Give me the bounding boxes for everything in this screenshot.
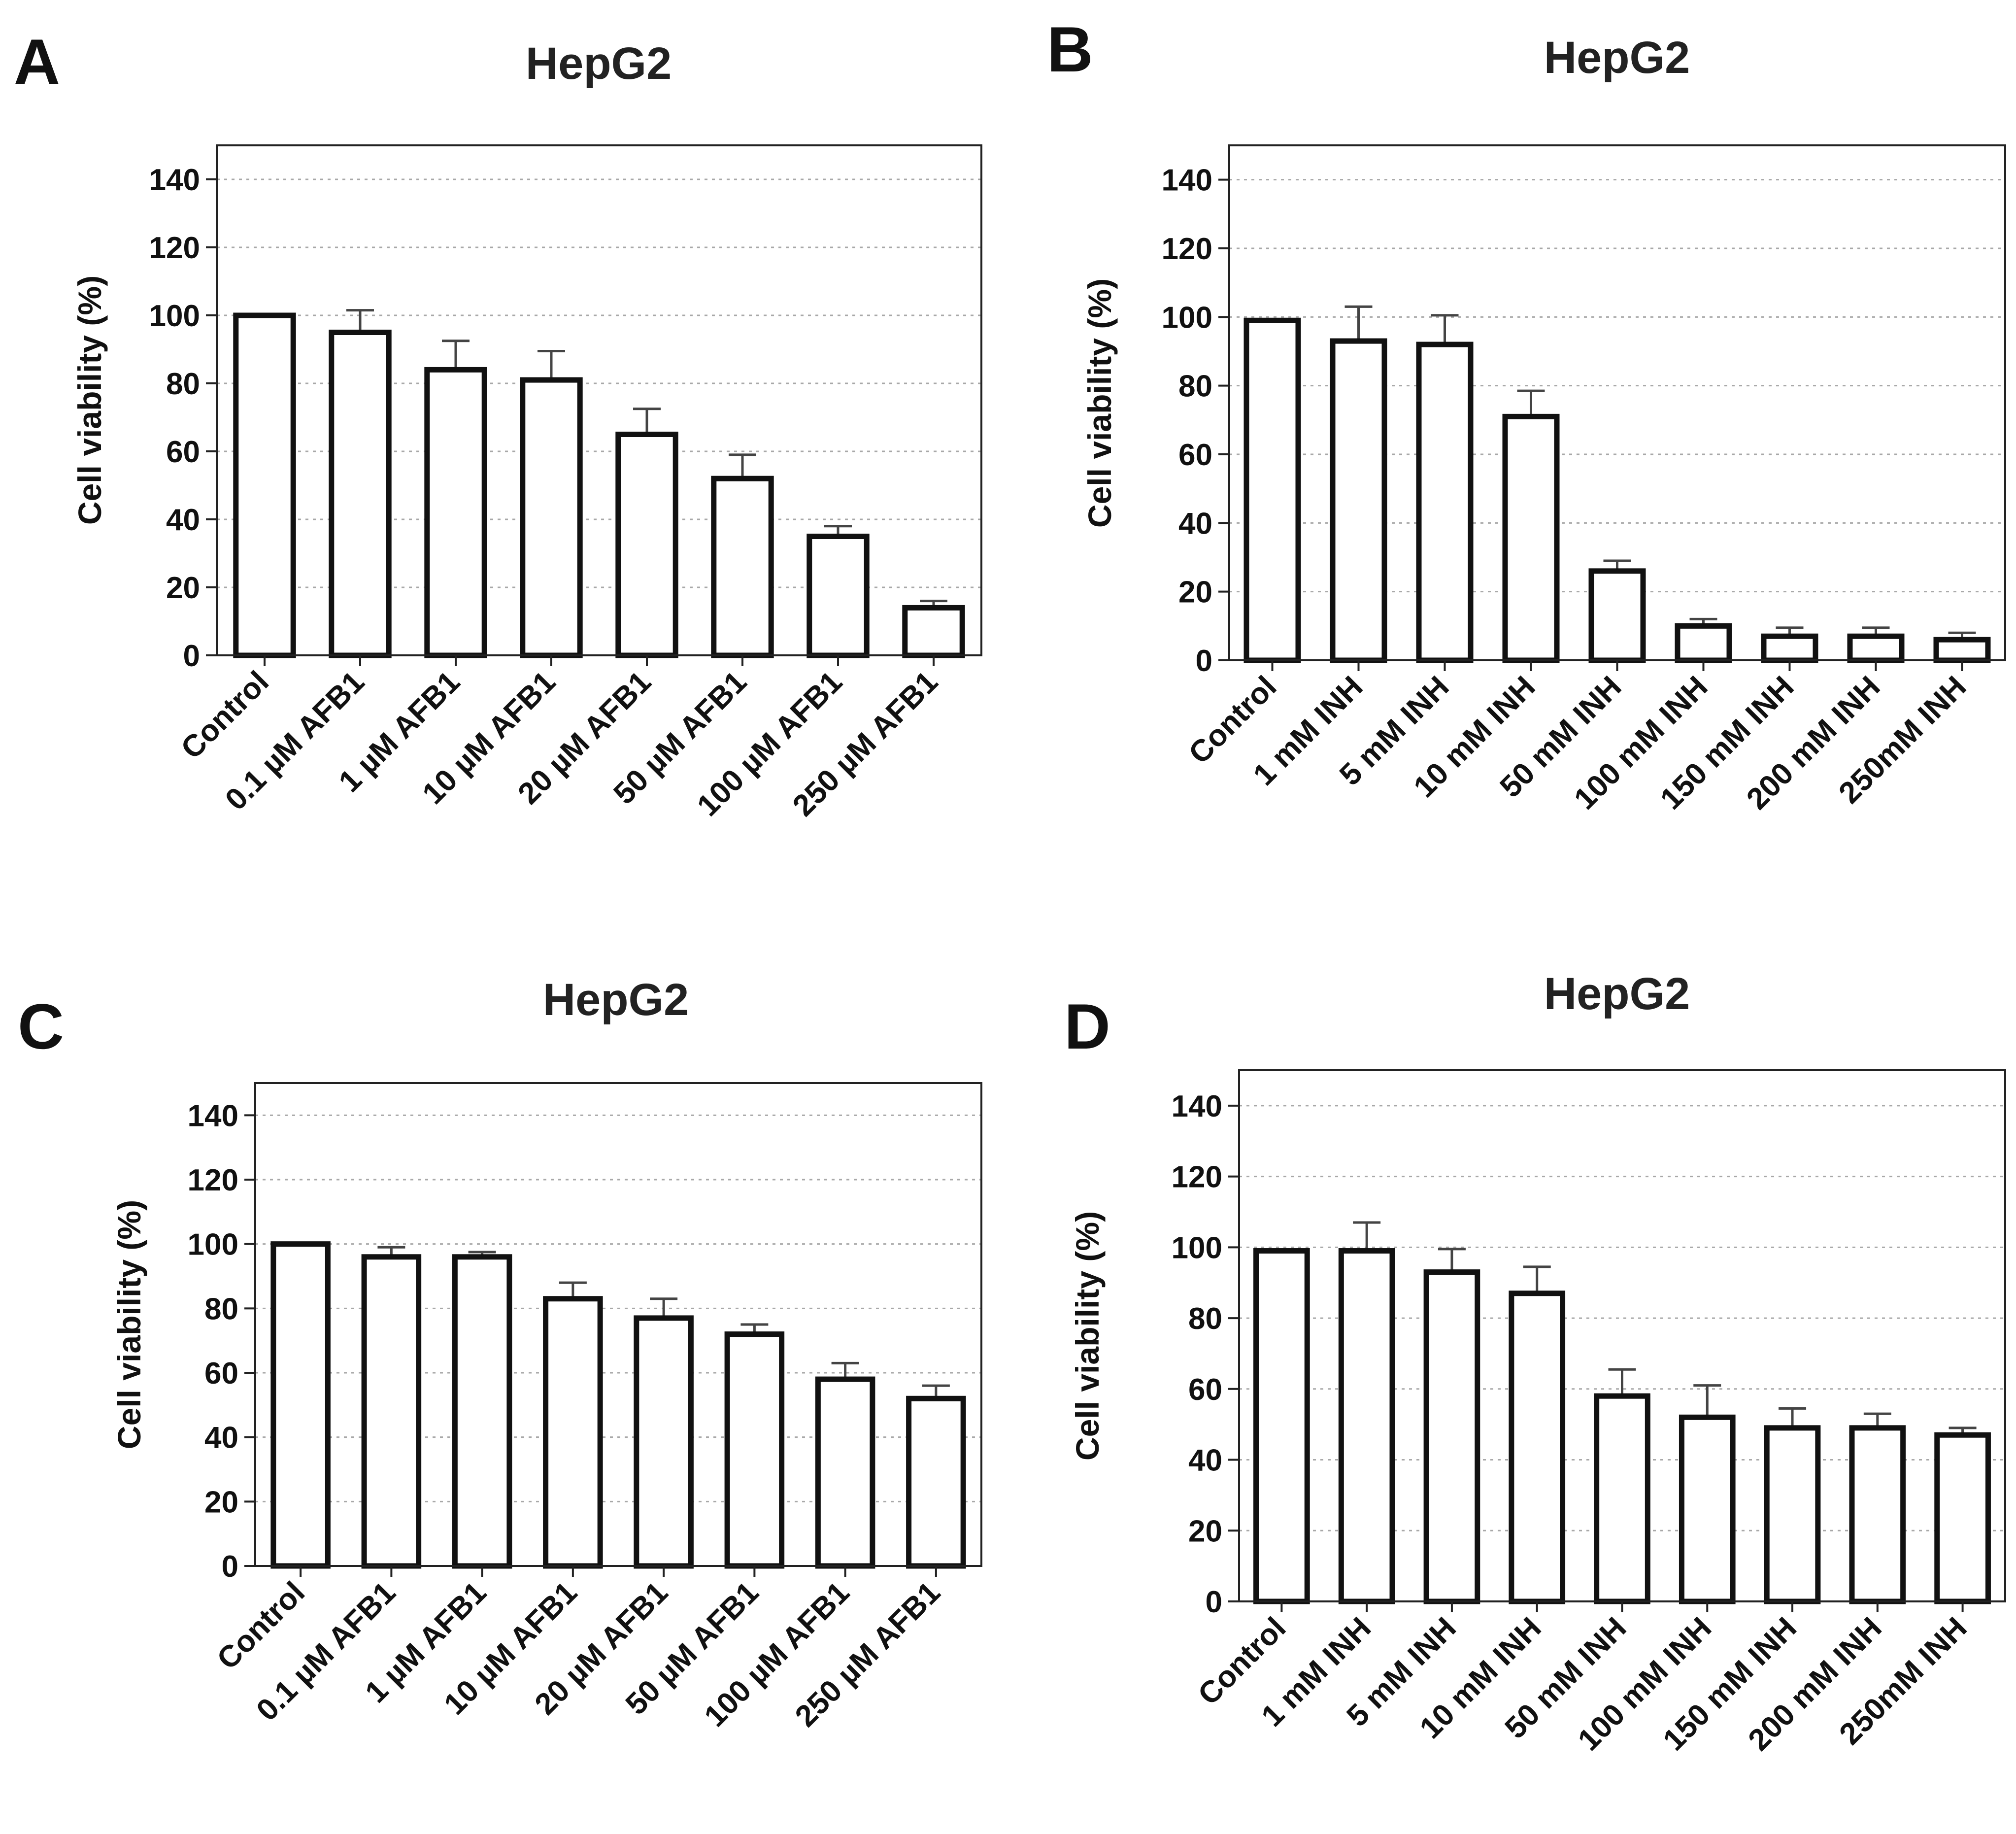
y-tick-label: 20 bbox=[166, 571, 200, 605]
bar bbox=[1423, 1269, 1480, 1604]
bar bbox=[1253, 1248, 1310, 1604]
plot-frame bbox=[216, 144, 982, 656]
y-tick-label: 120 bbox=[1162, 232, 1212, 266]
bar bbox=[1594, 1393, 1650, 1604]
chart-title: HepG2 bbox=[543, 975, 689, 1025]
bar bbox=[1338, 1248, 1395, 1604]
bar bbox=[711, 475, 774, 658]
bar bbox=[724, 1331, 785, 1569]
bar bbox=[634, 1315, 694, 1569]
y-axis-label: Cell viability (%) bbox=[71, 275, 108, 525]
bar bbox=[1330, 338, 1387, 663]
y-tick-label: 60 bbox=[166, 435, 200, 469]
panel-letter: A bbox=[14, 26, 60, 98]
bar bbox=[1934, 1432, 1991, 1604]
bar bbox=[1588, 568, 1646, 663]
bar bbox=[1675, 623, 1732, 663]
chart-title: HepG2 bbox=[526, 38, 672, 89]
y-tick-label: 100 bbox=[149, 299, 200, 333]
y-tick-label: 0 bbox=[222, 1550, 238, 1584]
y-axis-label: Cell viability (%) bbox=[1081, 278, 1118, 528]
bar bbox=[615, 432, 678, 658]
y-tick-label: 0 bbox=[183, 639, 200, 673]
bar bbox=[1243, 317, 1301, 663]
chart-title: HepG2 bbox=[1544, 33, 1690, 83]
bar bbox=[1502, 413, 1560, 663]
panel-letter: C bbox=[18, 990, 64, 1062]
bar bbox=[361, 1254, 422, 1569]
y-tick-label: 80 bbox=[1178, 370, 1212, 404]
bar bbox=[233, 312, 296, 658]
y-tick-label: 40 bbox=[1178, 507, 1212, 541]
y-tick-label: 60 bbox=[1188, 1373, 1222, 1407]
y-tick-label: 20 bbox=[1188, 1514, 1222, 1548]
y-tick-label: 80 bbox=[204, 1292, 238, 1326]
bar bbox=[543, 1296, 603, 1569]
chart-title: HepG2 bbox=[1544, 969, 1690, 1019]
y-tick-label: 120 bbox=[188, 1163, 238, 1197]
bar bbox=[520, 377, 583, 658]
y-tick-label: 140 bbox=[188, 1099, 238, 1133]
y-tick-label: 0 bbox=[1196, 644, 1212, 678]
bar bbox=[452, 1254, 512, 1569]
bar bbox=[1416, 341, 1474, 663]
y-tick-label: 40 bbox=[204, 1421, 238, 1455]
bar bbox=[815, 1376, 875, 1569]
y-tick-label: 120 bbox=[1172, 1160, 1222, 1194]
bar bbox=[1761, 633, 1818, 663]
bar bbox=[329, 330, 392, 658]
bar bbox=[1679, 1414, 1736, 1604]
bar bbox=[902, 605, 965, 658]
plot-frame bbox=[254, 1082, 982, 1567]
bar bbox=[270, 1241, 331, 1569]
y-tick-label: 140 bbox=[149, 163, 200, 197]
y-tick-label: 100 bbox=[1162, 301, 1212, 335]
y-tick-label: 100 bbox=[1172, 1231, 1222, 1265]
chart-panel-a: A HepG2 0 20 40 60 80 100 120 140 Cell viability (… bbox=[14, 26, 982, 823]
bar bbox=[1933, 637, 1991, 663]
plot-frame bbox=[1228, 144, 2006, 661]
chart-panel-d: D HepG2 0 20 40 60 80 100 120 140 Cell viability (… bbox=[1064, 969, 2006, 1757]
y-axis-label: Cell viability (%) bbox=[1069, 1211, 1106, 1460]
y-tick-label: 20 bbox=[1178, 576, 1212, 610]
bar bbox=[424, 367, 487, 658]
x-category-label: Control bbox=[174, 665, 275, 766]
bar bbox=[1764, 1425, 1821, 1604]
y-tick-label: 60 bbox=[1178, 438, 1212, 472]
y-tick-label: 80 bbox=[166, 367, 200, 401]
plot-frame bbox=[1238, 1069, 2006, 1602]
chart-panel-b: B HepG2 0 20 40 60 80 100 120 140 Cell viability (… bbox=[1047, 13, 2006, 816]
y-tick-label: 80 bbox=[1188, 1302, 1222, 1336]
y-tick-label: 100 bbox=[188, 1228, 238, 1262]
y-tick-label: 60 bbox=[204, 1357, 238, 1391]
y-tick-label: 140 bbox=[1172, 1089, 1222, 1123]
bar bbox=[1849, 1425, 1906, 1604]
y-tick-label: 40 bbox=[166, 503, 200, 537]
y-tick-label: 120 bbox=[149, 231, 200, 265]
y-tick-label: 140 bbox=[1162, 164, 1212, 198]
bar bbox=[1509, 1291, 1566, 1604]
panel-letter: B bbox=[1047, 13, 1093, 85]
y-tick-label: 20 bbox=[204, 1485, 238, 1519]
y-tick-label: 40 bbox=[1188, 1444, 1222, 1478]
bar bbox=[906, 1395, 966, 1569]
bar bbox=[806, 534, 870, 658]
y-tick-label: 0 bbox=[1206, 1585, 1222, 1619]
chart-panel-c: C HepG2 0 20 40 60 80 100 120 140 Cell viability (… bbox=[18, 975, 982, 1733]
bar bbox=[1847, 633, 1905, 663]
y-axis-label: Cell viability (%) bbox=[111, 1200, 147, 1449]
panel-letter: D bbox=[1064, 990, 1110, 1062]
